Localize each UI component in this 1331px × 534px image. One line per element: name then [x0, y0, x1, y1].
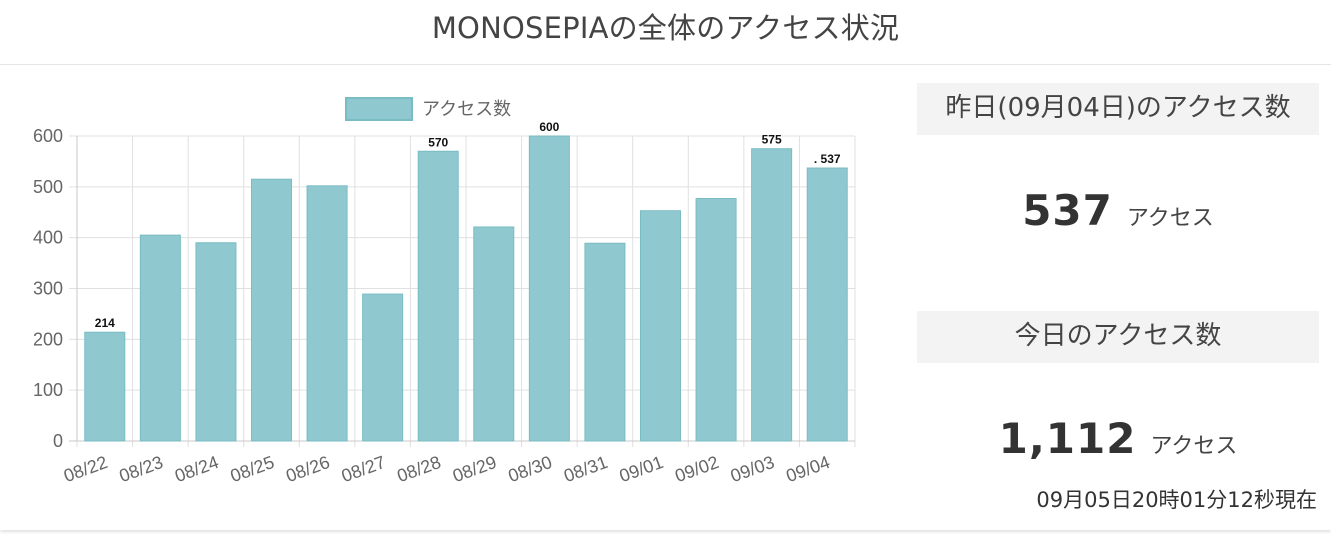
bar [584, 242, 626, 442]
today-access-value-row: 1,112 アクセス [917, 414, 1319, 463]
yesterday-access-count: 537 [1022, 186, 1113, 235]
bar [695, 198, 737, 442]
today-access-unit: アクセス [1150, 434, 1238, 459]
x-tick-label: 09/01 [617, 452, 666, 486]
x-tick-label: 08/22 [61, 452, 110, 486]
data-label: 575 [762, 133, 782, 147]
x-tick-label: 09/02 [672, 452, 721, 486]
bar [639, 210, 682, 442]
x-tick-label: 08/31 [561, 452, 610, 486]
today-access-label: 今日のアクセス数 [917, 311, 1319, 363]
y-tick-label: 300 [33, 279, 63, 299]
bar [84, 331, 126, 442]
bar [139, 234, 181, 442]
bar [528, 135, 570, 442]
x-tick-label: 08/24 [172, 452, 221, 486]
yesterday-access-unit: アクセス [1126, 206, 1214, 231]
x-tick-label: 08/25 [228, 452, 277, 486]
data-label: 570 [428, 135, 448, 149]
y-tick-label: 200 [33, 329, 63, 349]
x-tick-label: 08/23 [117, 452, 166, 486]
x-tick-label: 08/28 [394, 452, 443, 486]
page-title: MONOSEPIAの全体のアクセス状況 [431, 11, 900, 45]
bar [306, 185, 348, 442]
data-label: 600 [539, 120, 559, 134]
access-bar-chart: 0 100 200 300 400 500 600 214 570 600 575 . 537 08/2… [33, 97, 856, 486]
yesterday-access-label: 昨日(09月04日)のアクセス数 [917, 83, 1319, 135]
x-tick-label: 09/03 [728, 452, 777, 486]
y-tick-label: 600 [33, 126, 63, 146]
bar [250, 178, 293, 442]
bar [195, 242, 237, 442]
data-label: 214 [95, 316, 115, 330]
timestamp: 09月05日20時01分12秒現在 [1036, 488, 1317, 512]
data-label: . 537 [814, 152, 841, 166]
x-tick-label: 08/26 [283, 452, 332, 486]
y-tick-label: 400 [33, 228, 63, 248]
y-tick-label: 500 [33, 177, 63, 197]
x-tick-label: 08/30 [506, 452, 555, 486]
today-access-count: 1,112 [998, 414, 1137, 463]
bar [362, 293, 404, 442]
x-tick-label: 09/04 [783, 452, 832, 486]
legend-swatch [345, 97, 413, 121]
header-divider [0, 64, 1331, 65]
bar [806, 167, 848, 442]
legend-label: アクセス数 [422, 99, 511, 119]
y-tick-label: 0 [53, 431, 63, 451]
x-tick-label: 08/27 [339, 452, 388, 486]
bar [473, 226, 515, 442]
bar [417, 150, 459, 442]
y-tick-label: 100 [33, 380, 63, 400]
bar [751, 148, 793, 442]
yesterday-access-value-row: 537 アクセス [917, 186, 1319, 235]
x-tick-label: 08/29 [450, 452, 499, 486]
